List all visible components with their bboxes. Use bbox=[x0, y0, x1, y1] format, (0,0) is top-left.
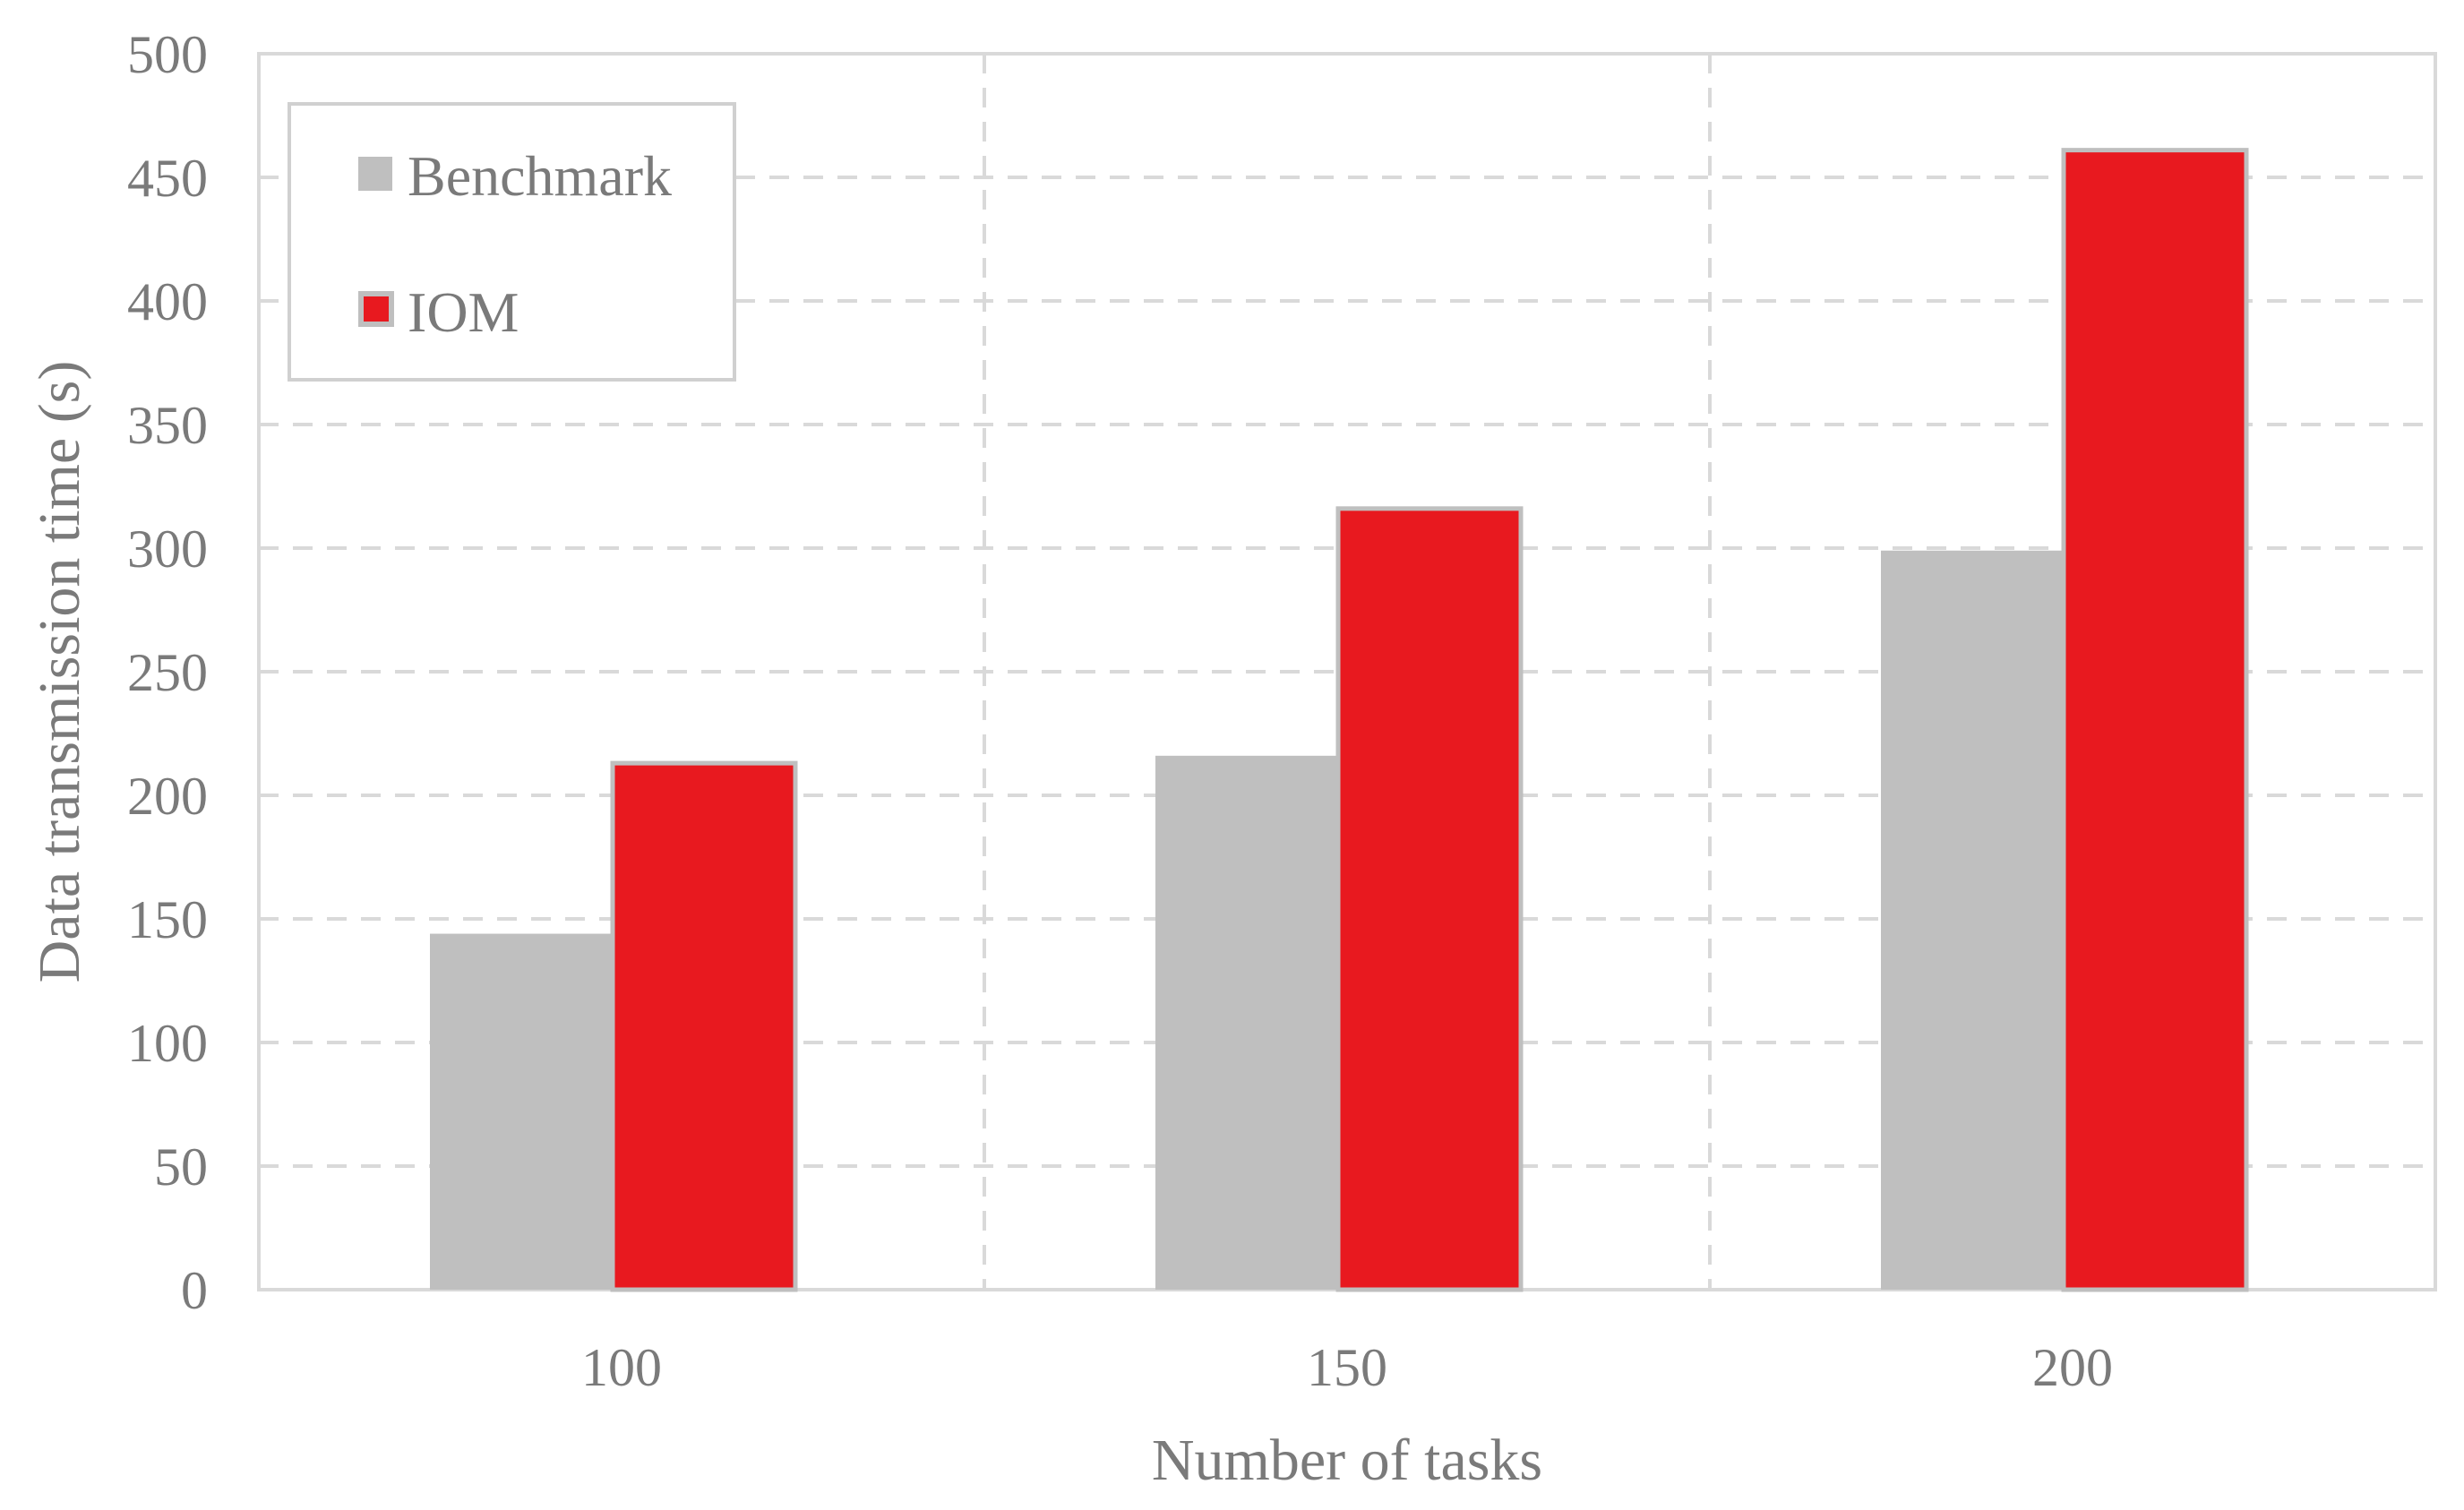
y-axis-ticks: 0 50 100 150 200 250 300 350 400 450 500 bbox=[127, 25, 208, 1320]
y-tick-label-50: 50 bbox=[154, 1137, 208, 1197]
y-tick-label-250: 250 bbox=[127, 643, 208, 702]
x-tick-label-200: 200 bbox=[2032, 1338, 2113, 1397]
bar-iom-150 bbox=[1335, 506, 1524, 1292]
bar-benchmark-200 bbox=[1881, 550, 2064, 1290]
legend-swatch-iom bbox=[358, 291, 394, 327]
y-tick-label-0: 0 bbox=[181, 1261, 208, 1320]
x-axis-title: Number of tasks bbox=[1152, 1428, 1542, 1493]
x-axis-ticks: 100 150 200 bbox=[581, 1338, 2113, 1397]
y-tick-label-400: 400 bbox=[127, 272, 208, 331]
x-tick-label-100: 100 bbox=[581, 1338, 662, 1397]
y-tick-label-350: 350 bbox=[127, 396, 208, 455]
y-tick-label-500: 500 bbox=[127, 25, 208, 84]
y-tick-label-100: 100 bbox=[127, 1014, 208, 1073]
bar-iom-100 bbox=[610, 760, 798, 1292]
bar-benchmark-150 bbox=[1155, 755, 1338, 1290]
legend: Benchmark IOM bbox=[288, 102, 736, 382]
y-axis-title: Data transmission time (s) bbox=[27, 361, 92, 983]
bar-iom-200 bbox=[2061, 148, 2249, 1292]
y-tick-label-200: 200 bbox=[127, 767, 208, 826]
x-tick-label-150: 150 bbox=[1307, 1338, 1387, 1397]
y-tick-label-300: 300 bbox=[127, 519, 208, 579]
legend-box bbox=[288, 102, 736, 382]
legend-label-benchmark: Benchmark bbox=[408, 144, 672, 208]
bars bbox=[430, 148, 2249, 1292]
y-tick-label-450: 450 bbox=[127, 149, 208, 208]
y-tick-label-150: 150 bbox=[127, 890, 208, 949]
bar-benchmark-100 bbox=[430, 933, 613, 1290]
legend-label-iom: IOM bbox=[408, 280, 519, 344]
legend-swatch-benchmark bbox=[358, 157, 392, 191]
